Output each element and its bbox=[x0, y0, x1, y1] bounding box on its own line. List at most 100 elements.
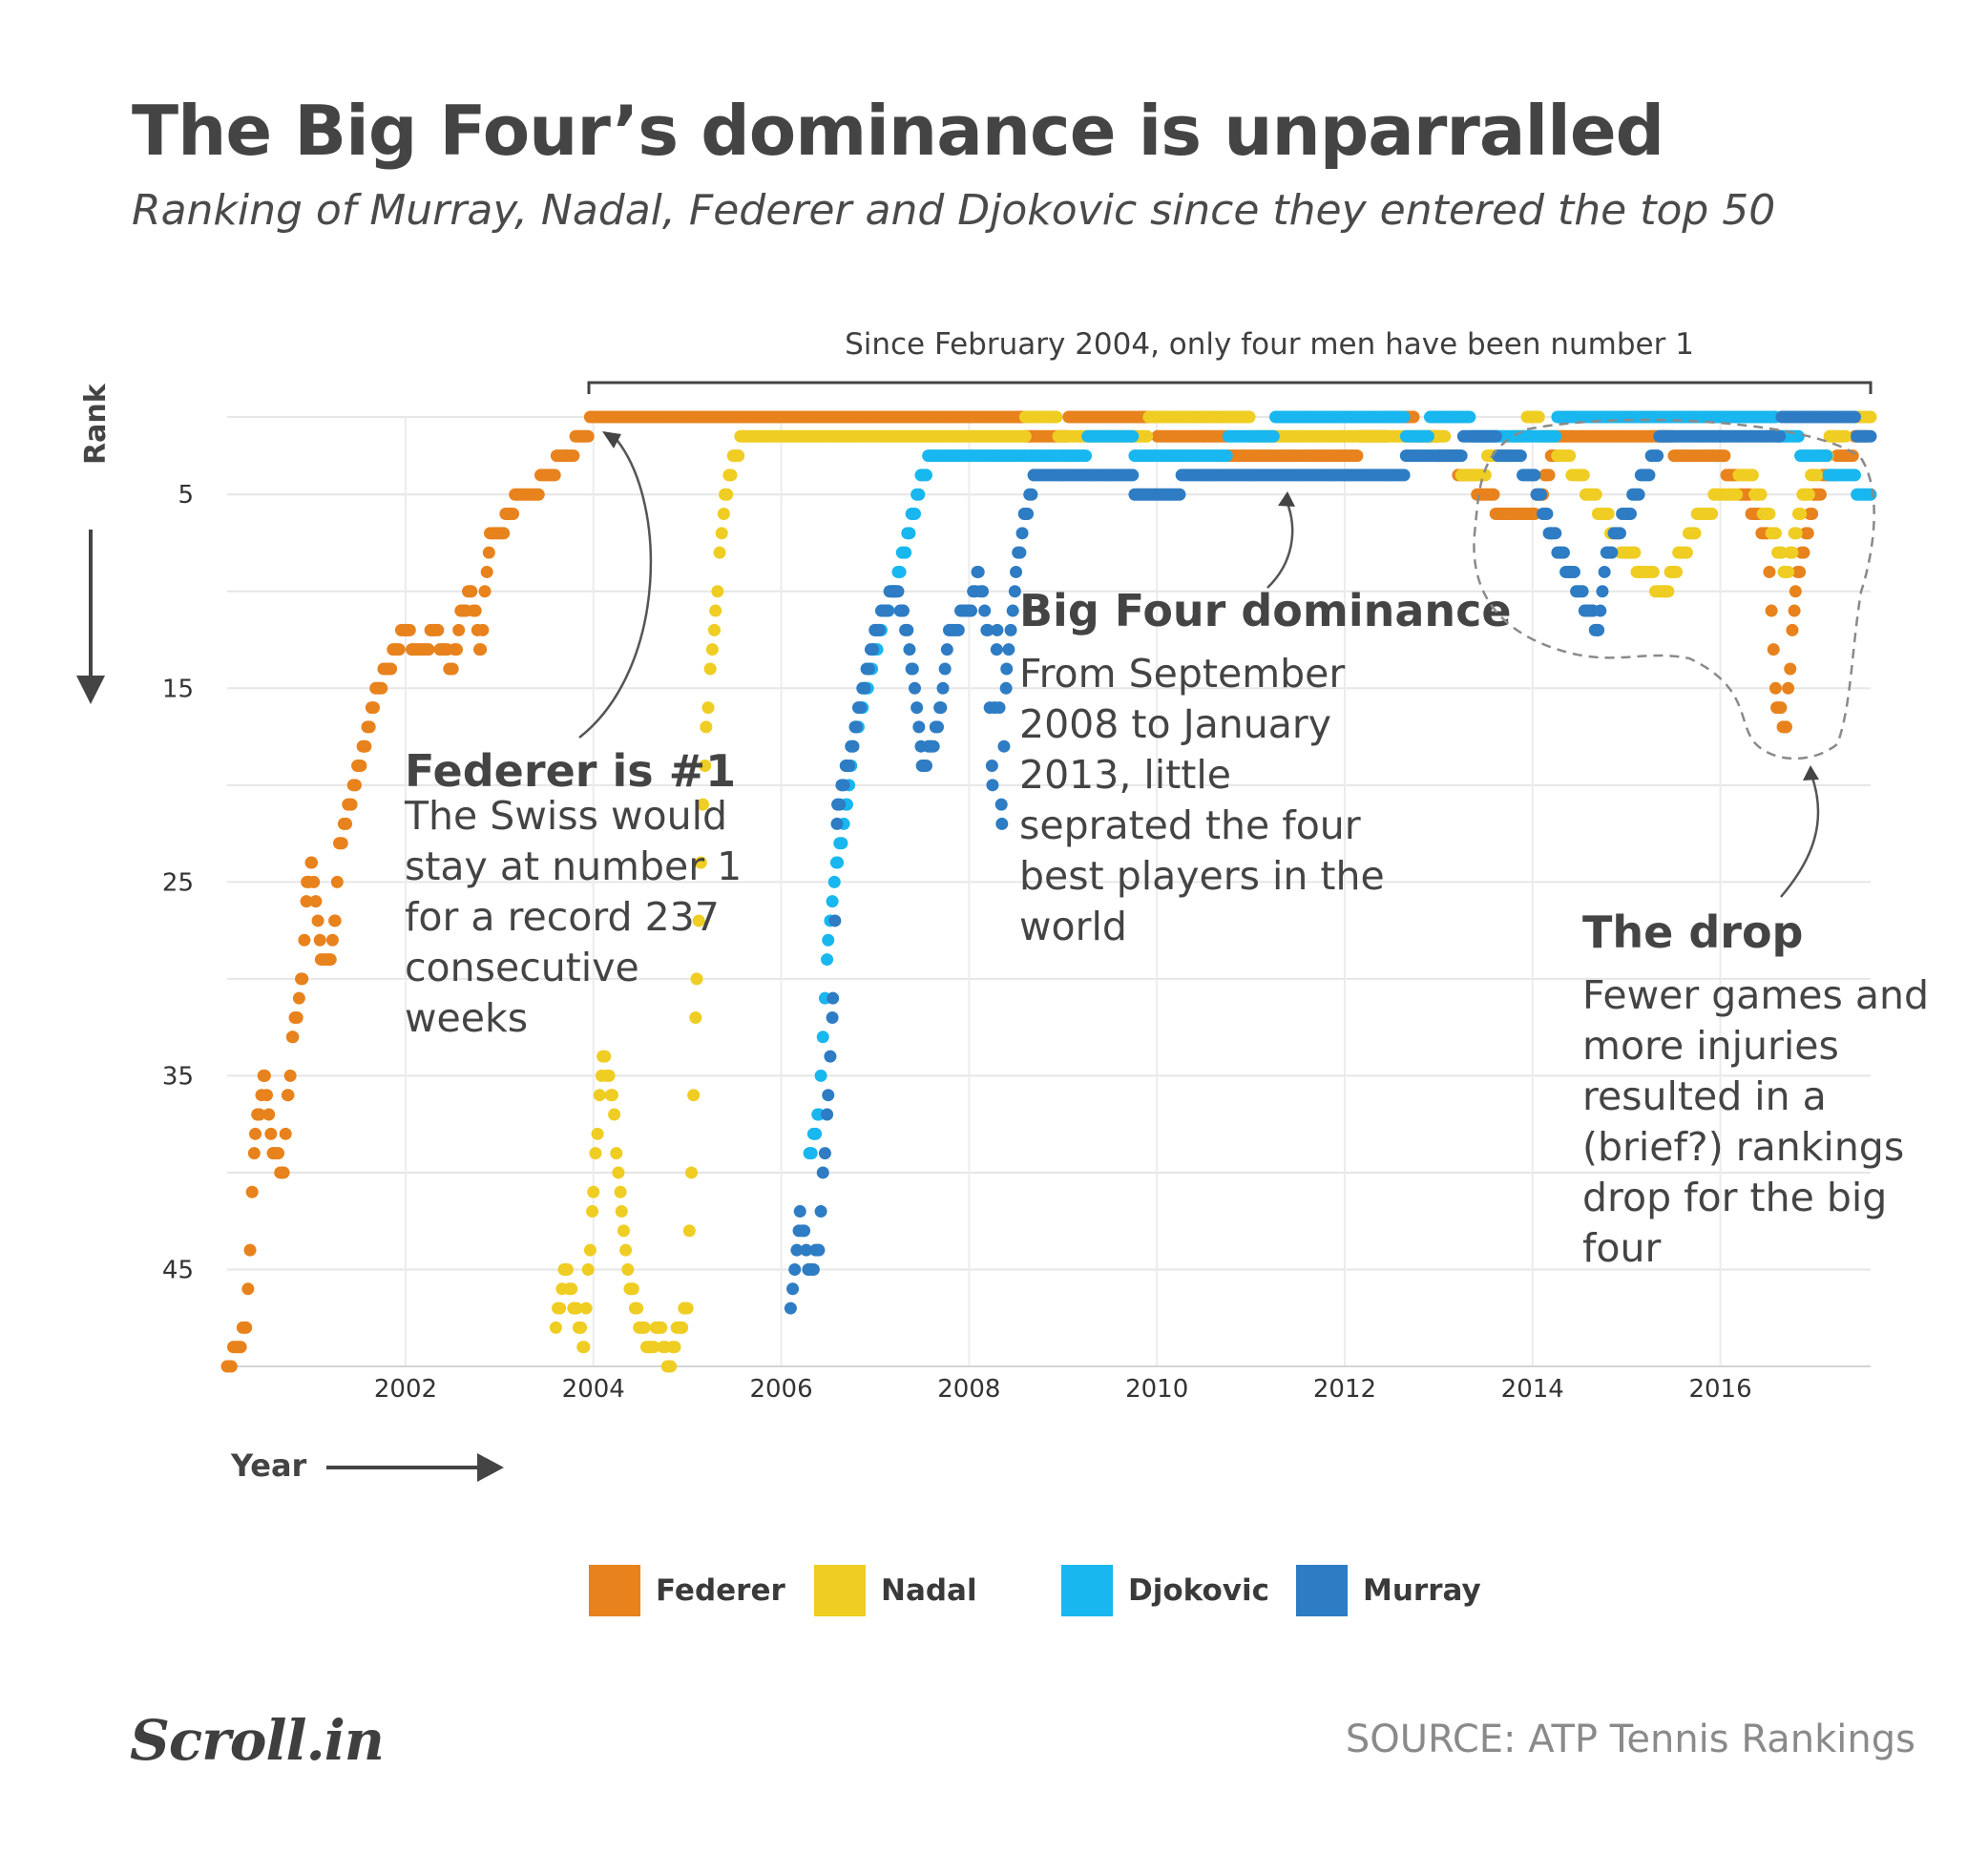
rank-dot bbox=[664, 1360, 678, 1373]
rank-dot bbox=[1438, 429, 1452, 443]
rank-dot bbox=[583, 1243, 596, 1257]
rank-dot bbox=[972, 565, 985, 578]
rank-dot bbox=[1786, 546, 1799, 559]
rank-dot bbox=[1397, 468, 1411, 482]
rank-dot bbox=[1010, 565, 1023, 578]
rank-dot bbox=[549, 1321, 562, 1334]
scroll-logo[interactable]: Scroll.in bbox=[130, 1708, 385, 1773]
rank-dot bbox=[976, 585, 990, 598]
rank-dot bbox=[1549, 527, 1562, 540]
rank-dot bbox=[1718, 449, 1731, 463]
rank-dot bbox=[1613, 527, 1626, 540]
rank-dot bbox=[465, 585, 478, 598]
rank-dot bbox=[1797, 546, 1810, 559]
rank-dot bbox=[821, 953, 834, 967]
drop-line-2: more injuries bbox=[1582, 1023, 1839, 1069]
rank-dot bbox=[1688, 527, 1702, 540]
rank-dot bbox=[721, 488, 734, 501]
rank-dot bbox=[392, 643, 406, 656]
rank-dot bbox=[806, 1262, 820, 1276]
rank-dot bbox=[827, 875, 841, 888]
rank-dot bbox=[602, 1069, 616, 1082]
rank-dot bbox=[1774, 701, 1788, 715]
legend-label: Federer bbox=[656, 1573, 785, 1608]
federer-line-1: The Swiss would bbox=[404, 793, 727, 839]
rank-dot bbox=[224, 1360, 238, 1373]
drop-pointer-line bbox=[1780, 774, 1820, 898]
rank-dot bbox=[296, 972, 309, 986]
rank-dot bbox=[994, 798, 1008, 811]
rank-dot bbox=[826, 895, 839, 908]
rank-dot bbox=[1576, 585, 1589, 598]
rank-dot bbox=[993, 701, 1006, 715]
rank-dot bbox=[903, 527, 916, 540]
rank-dot bbox=[965, 604, 978, 617]
rank-dot bbox=[1397, 410, 1411, 424]
rank-dot bbox=[1014, 546, 1027, 559]
rank-dot bbox=[283, 1069, 297, 1082]
rank-dot bbox=[243, 1243, 257, 1257]
rank-dot bbox=[1789, 585, 1802, 598]
rank-dot bbox=[328, 914, 342, 927]
rank-dot bbox=[999, 681, 1013, 695]
rank-dot bbox=[581, 429, 595, 443]
rank-dot bbox=[784, 1301, 797, 1315]
rank-dot bbox=[1651, 449, 1664, 463]
x-tick-label: 2012 bbox=[1313, 1375, 1376, 1404]
rank-dot bbox=[1592, 623, 1605, 636]
rank-dot bbox=[1846, 449, 1859, 463]
rank-dot bbox=[1596, 585, 1609, 598]
rank-dot bbox=[1730, 488, 1744, 501]
rank-dot bbox=[812, 1243, 826, 1257]
rank-dot bbox=[809, 1127, 823, 1140]
rank-dot bbox=[1680, 546, 1693, 559]
rank-dot bbox=[694, 856, 707, 869]
rank-dot bbox=[715, 527, 728, 540]
rank-dot bbox=[375, 681, 388, 695]
rank-dot bbox=[1746, 468, 1759, 482]
rank-dot bbox=[1015, 527, 1029, 540]
rank-dot bbox=[814, 1069, 827, 1082]
number-one-bracket bbox=[587, 381, 1873, 394]
rank-dot bbox=[1126, 468, 1140, 482]
rank-dot bbox=[577, 1341, 591, 1354]
rank-dot bbox=[1768, 681, 1782, 695]
rank-dot bbox=[431, 623, 445, 636]
rank-dot bbox=[1025, 488, 1038, 501]
rank-dot bbox=[532, 488, 545, 501]
drop-line-3: resulted in a bbox=[1582, 1073, 1827, 1119]
rank-dot bbox=[249, 1127, 262, 1140]
bracket-label: Since February 2004, only four men have … bbox=[845, 327, 1694, 362]
federer-heading: Federer is #1 bbox=[405, 745, 736, 797]
rank-dot bbox=[617, 1224, 630, 1238]
rank-dot bbox=[1463, 410, 1476, 424]
rank-dot bbox=[800, 1243, 813, 1257]
rank-dot bbox=[689, 1010, 702, 1024]
rank-dot bbox=[893, 565, 907, 578]
chart-subtitle: Ranking of Murray, Nadal, Federer and Dj… bbox=[132, 186, 1776, 235]
rank-dot bbox=[1767, 643, 1780, 656]
rank-dot bbox=[1173, 488, 1186, 501]
rank-dot bbox=[272, 1147, 285, 1160]
rank-dot bbox=[1243, 410, 1256, 424]
rank-dot bbox=[279, 1127, 292, 1140]
rank-dot bbox=[474, 643, 488, 656]
rank-dot bbox=[793, 1205, 806, 1218]
rank-dot bbox=[1643, 468, 1656, 482]
rank-dot bbox=[1000, 662, 1014, 676]
rank-dot bbox=[1786, 623, 1799, 636]
rank-dot bbox=[363, 720, 376, 734]
rank-dot bbox=[1557, 546, 1570, 559]
rank-dot bbox=[507, 508, 520, 521]
x-tick-label: 2008 bbox=[937, 1375, 1000, 1404]
rank-dot bbox=[1763, 565, 1776, 578]
rank-dot bbox=[570, 1301, 583, 1315]
drop-annotation: The drop Fewer games and more injuries r… bbox=[1473, 418, 1929, 1271]
legend-item-nadal: Nadal bbox=[814, 1565, 977, 1616]
rank-dot bbox=[1773, 429, 1787, 443]
rank-dot bbox=[605, 1089, 618, 1102]
rank-dot bbox=[986, 779, 999, 792]
rank-dot bbox=[1532, 410, 1545, 424]
rank-dot bbox=[621, 1262, 635, 1276]
drop-pointer-arrow-icon bbox=[1803, 765, 1819, 781]
